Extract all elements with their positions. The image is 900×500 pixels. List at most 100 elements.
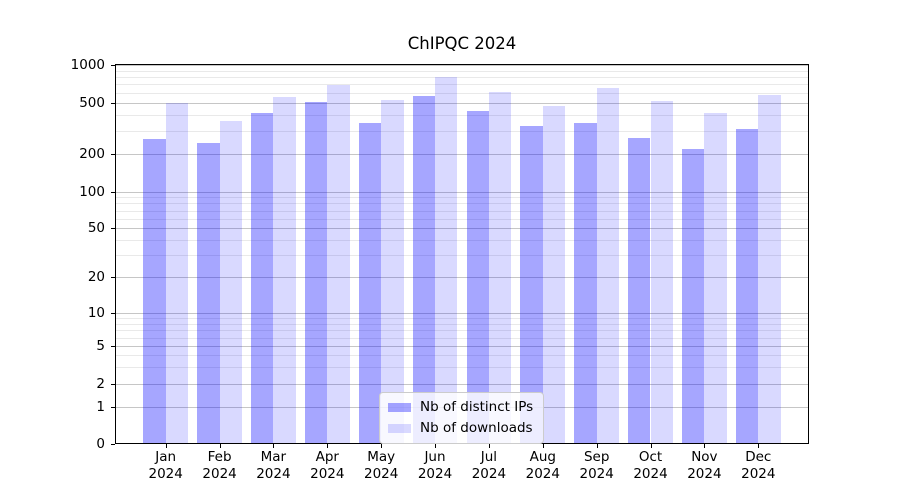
gridline-minor [115,203,809,205]
y-tick-label: 50 [87,220,105,237]
x-tick-mark [704,444,706,448]
y-tick-label: 200 [79,146,105,162]
gridline-minor [115,218,809,220]
gridline-minor [115,77,809,79]
x-tick-label: Aug 2024 [525,449,560,482]
x-tick-mark [542,444,544,448]
x-tick-mark [165,444,167,448]
gridline-major [115,313,809,314]
bar-downloads [273,97,296,444]
legend-entry-downloads: Nb of downloads [388,420,533,436]
gridline-minor [115,318,809,320]
y-tick-mark [111,276,115,278]
x-tick-label: Oct 2024 [633,449,668,482]
bar-distinct-ips [682,148,705,444]
gridline-minor [115,115,809,117]
bar-distinct-ips [358,122,382,444]
legend-label-downloads: Nb of downloads [420,420,533,436]
y-tick-mark [111,384,115,385]
gridline-major [115,228,809,230]
x-tick-label: Jan 2024 [148,449,183,482]
axis-spine-right [808,64,809,444]
gridline-minor [115,92,809,94]
x-tick-mark [488,444,490,448]
bar-downloads [704,113,727,444]
gridline-minor [115,84,809,86]
x-tick-label: Jun 2024 [417,449,453,482]
x-tick-mark [758,444,760,448]
bar-downloads [219,121,242,444]
gridline-minor [115,255,809,257]
x-tick-mark [435,444,436,448]
legend-swatch-distinct-ips [388,402,411,412]
gridline-major [115,154,809,155]
gridline-major [115,191,809,193]
bar-downloads [596,88,620,444]
x-tick-label: Nov 2024 [687,449,722,482]
y-tick-label: 0 [96,436,105,452]
x-tick-mark [650,444,652,448]
gridline-minor [115,131,809,133]
y-tick-mark [111,346,115,348]
bar-distinct-ips [574,122,597,444]
legend-swatch-downloads [388,423,411,433]
x-tick-mark [327,444,329,448]
bar-downloads [542,106,566,444]
x-tick-mark [219,444,221,448]
bar-downloads [650,100,673,444]
bar-distinct-ips [735,128,759,444]
gridline-major [115,346,809,348]
x-tick-label: Apr 2024 [310,449,345,482]
gridline-minor [115,355,809,357]
gridline-minor [115,367,809,369]
gridline-minor [115,330,809,332]
gridline-minor [115,197,809,199]
x-tick-label: Jul 2024 [471,449,507,482]
bar-downloads [381,100,404,444]
y-tick-label: 1000 [70,57,105,73]
y-tick-mark [111,313,115,314]
bar-distinct-ips [251,112,274,444]
chart-title: ChIPQC 2024 [407,34,517,53]
gridline-minor [115,210,809,212]
x-tick-label: Dec 2024 [741,449,776,482]
x-tick-label: Feb 2024 [202,449,237,482]
gridline-major [115,102,809,104]
axis-spine-top [115,64,809,65]
bar-distinct-ips [197,142,220,444]
y-tick-mark [111,154,115,155]
bar-downloads [758,94,781,444]
x-tick-mark [381,444,383,448]
legend-label-distinct-ips: Nb of distinct IPs [420,399,534,415]
y-tick-label: 1 [96,399,105,416]
bar-distinct-ips [520,126,543,444]
gridline-major [115,65,809,66]
y-tick-mark [111,102,115,104]
bar-downloads [165,102,189,444]
y-tick-label: 100 [79,183,105,200]
legend: Nb of distinct IPs Nb of downloads [379,392,545,444]
bar-downloads [327,84,350,444]
axis-spine-left [115,64,116,444]
x-tick-mark [273,444,275,448]
bar-distinct-ips [412,95,435,444]
gridline-minor [115,240,809,242]
gridline-minor [115,70,809,72]
x-tick-label: May 2024 [364,449,399,482]
y-tick-label: 10 [87,305,105,321]
y-tick-mark [111,65,115,66]
y-tick-mark [111,407,115,409]
gridline-major [115,276,809,278]
gridline-major [115,384,809,385]
gridline-minor [115,323,809,325]
y-tick-label: 20 [87,268,105,285]
y-tick-mark [111,191,115,193]
bar-downloads [435,77,458,444]
y-tick-label: 5 [96,338,105,355]
x-tick-label: Sep 2024 [579,449,614,482]
bar-distinct-ips [304,101,328,444]
bar-downloads [488,91,512,444]
gridline-minor [115,337,809,339]
y-tick-mark [111,444,115,445]
